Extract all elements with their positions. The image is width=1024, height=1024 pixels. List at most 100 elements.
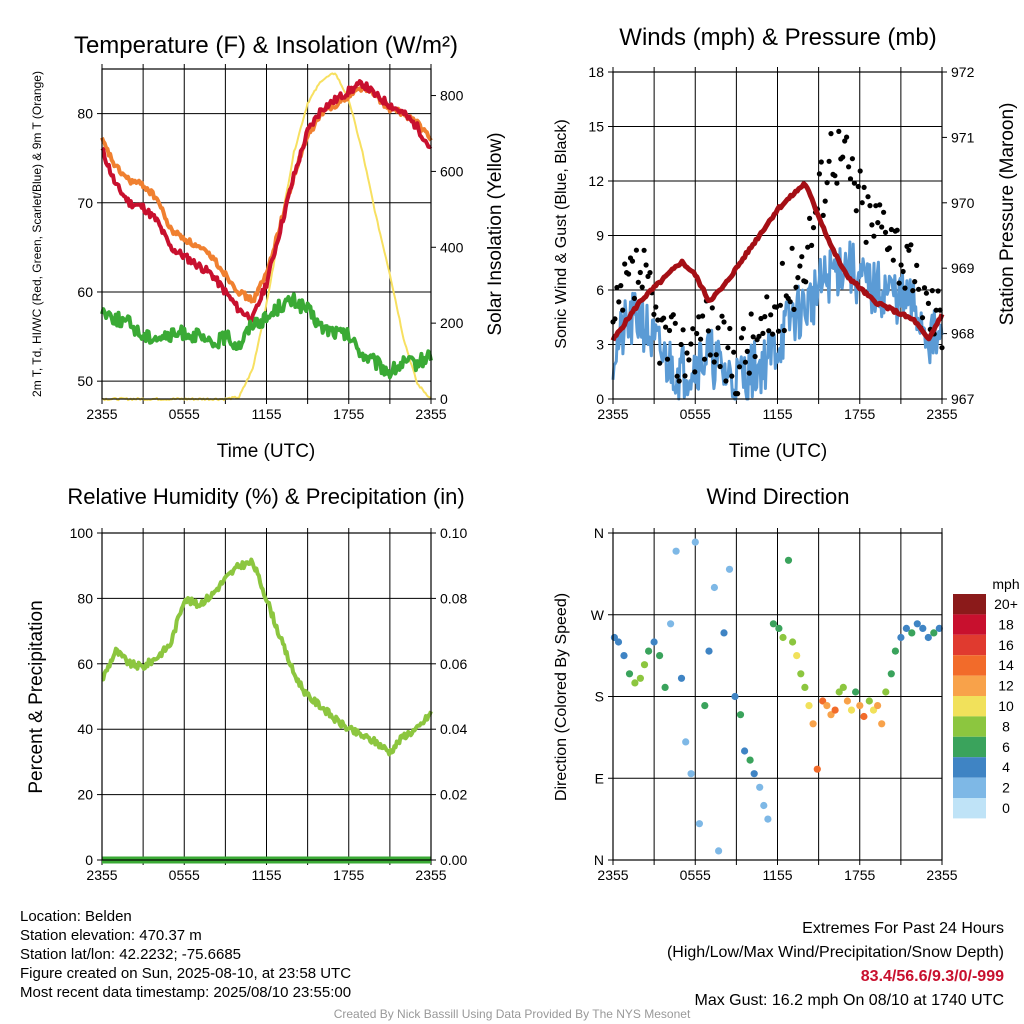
temp-xtick-label: 0555 bbox=[169, 406, 200, 422]
wind-ytick-label: 3 bbox=[596, 337, 604, 353]
direction-point bbox=[924, 633, 932, 642]
gust-point bbox=[805, 244, 811, 250]
gust-point bbox=[637, 269, 643, 276]
gust-point bbox=[713, 352, 719, 358]
gust-point bbox=[795, 275, 801, 281]
rh-ytick-right-label: 0.06 bbox=[440, 656, 467, 672]
dir-chart-title: Wind Direction bbox=[706, 484, 849, 509]
legend-label: 14 bbox=[998, 657, 1014, 673]
rh-ytick-label: 60 bbox=[77, 656, 93, 672]
temp-ytick-label: 80 bbox=[77, 106, 93, 122]
rh-frame bbox=[101, 532, 432, 861]
gust-point bbox=[779, 260, 786, 266]
gust-point bbox=[879, 224, 885, 230]
direction-point bbox=[902, 624, 911, 633]
gust-point bbox=[863, 239, 869, 245]
station-elevation: Station elevation: 470.37 m bbox=[20, 927, 202, 944]
legend-label: 10 bbox=[998, 698, 1014, 714]
gust-point bbox=[678, 341, 684, 348]
wind-ytick-right-label: 972 bbox=[951, 64, 975, 80]
gust-point bbox=[682, 373, 688, 379]
wind-ytick-label: 12 bbox=[588, 173, 604, 189]
dir-xtick-label: 1755 bbox=[844, 867, 875, 883]
gust-point bbox=[768, 312, 774, 318]
gust-point bbox=[894, 227, 900, 233]
credit-line: Created By Nick Bassill Using Data Provi… bbox=[333, 1007, 691, 1021]
gust-point bbox=[707, 352, 713, 358]
extremes-subtitle: (High/Low/Max Wind/Precipitation/Snow De… bbox=[666, 944, 1004, 961]
direction-point bbox=[682, 738, 690, 746]
gust-point bbox=[799, 254, 805, 260]
gust-point bbox=[777, 302, 784, 308]
direction-point bbox=[852, 688, 860, 696]
direction-point bbox=[636, 674, 645, 682]
wind-xtick-label: 2355 bbox=[926, 406, 957, 422]
direction-point bbox=[705, 647, 713, 655]
direction-point bbox=[650, 638, 658, 646]
temp-ytick-label: 50 bbox=[77, 373, 93, 389]
direction-point bbox=[656, 652, 664, 660]
gust-point bbox=[906, 247, 912, 253]
direction-point bbox=[839, 683, 847, 692]
direction-point bbox=[919, 624, 927, 633]
gust-point bbox=[933, 307, 939, 313]
direction-point bbox=[769, 620, 778, 628]
direction-point bbox=[640, 661, 649, 669]
gust-point bbox=[663, 324, 669, 330]
gust-point bbox=[773, 304, 780, 310]
gust-point bbox=[842, 138, 848, 144]
gust-point bbox=[731, 349, 737, 355]
direction-point bbox=[695, 820, 704, 828]
wind-ylabel: Sonic Wind & Gust (Blue, Black) bbox=[553, 119, 570, 348]
gust-point bbox=[701, 356, 708, 362]
direction-point bbox=[908, 629, 916, 637]
rh-ytick-right-label: 0.04 bbox=[440, 721, 467, 737]
wind-chart-title: Winds (mph) & Pressure (mb) bbox=[619, 24, 936, 51]
humidity-line bbox=[101, 557, 433, 757]
direction-point bbox=[856, 702, 864, 710]
gust-point bbox=[873, 203, 879, 209]
gust-point bbox=[622, 261, 628, 267]
direction-point bbox=[715, 847, 723, 855]
gust-point bbox=[828, 131, 834, 137]
recent-timestamp: Most recent data timestamp: 2025/08/10 2… bbox=[20, 984, 352, 1001]
legend-label: 8 bbox=[1002, 718, 1010, 734]
wind-ytick-label: 18 bbox=[588, 64, 604, 80]
gust-point bbox=[740, 326, 747, 332]
dir-ytick-label: S bbox=[595, 689, 604, 705]
gust-point bbox=[752, 353, 758, 360]
gust-point bbox=[727, 325, 733, 332]
gust-point bbox=[684, 350, 690, 356]
gust-point bbox=[875, 220, 881, 226]
legend-label: 6 bbox=[1002, 739, 1010, 755]
wind-ytick-label: 15 bbox=[588, 119, 604, 135]
gust-point bbox=[651, 311, 657, 317]
gust-point bbox=[705, 328, 712, 334]
gust-point bbox=[629, 258, 636, 264]
direction-point bbox=[764, 815, 772, 823]
gust-point bbox=[853, 208, 859, 214]
gust-point bbox=[626, 271, 632, 277]
temp-ytick-right-label: 400 bbox=[440, 239, 464, 255]
gust-point bbox=[923, 290, 930, 296]
gust-point bbox=[766, 328, 772, 334]
gust-point bbox=[653, 304, 659, 310]
direction-point bbox=[720, 629, 728, 637]
pressure-line bbox=[610, 181, 945, 342]
dir-xtick-label: 2355 bbox=[597, 867, 628, 883]
dir-xtick-label: 1155 bbox=[762, 867, 792, 883]
direction-point bbox=[813, 765, 821, 773]
legend-swatch bbox=[953, 716, 986, 737]
direction-point bbox=[691, 538, 699, 546]
gust-point bbox=[692, 369, 698, 375]
rh-ytick-right-label: 0.08 bbox=[440, 590, 467, 606]
direction-point bbox=[882, 688, 890, 696]
gust-point bbox=[744, 348, 750, 354]
gust-point bbox=[869, 222, 875, 228]
gust-point bbox=[904, 243, 910, 249]
gust-point bbox=[881, 209, 887, 215]
direction-point bbox=[661, 683, 669, 692]
legend-swatch bbox=[953, 655, 986, 676]
temp-ylabel-right: Solar Insolation (Yellow) bbox=[485, 132, 506, 335]
